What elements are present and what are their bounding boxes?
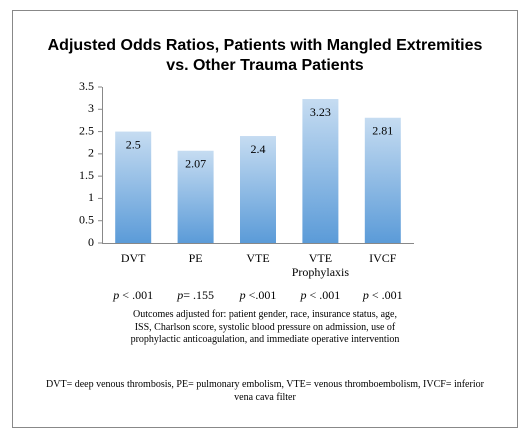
value-label: 3.23 — [310, 105, 331, 119]
chart-title: Adjusted Odds Ratios, Patients with Mang… — [47, 37, 483, 74]
bar — [177, 150, 214, 243]
y-tick-label: 0.5 — [79, 212, 94, 226]
value-label: 2.07 — [185, 156, 206, 170]
y-tick-label: 3 — [88, 101, 94, 115]
x-tick-label: DVT — [120, 251, 146, 265]
bar — [240, 136, 276, 243]
x-tick-label: VTE Prophylaxis — [291, 251, 350, 279]
y-tick-label: 2.5 — [79, 123, 94, 137]
p-value: p <.001 — [239, 288, 277, 302]
p-value: p < .001 — [300, 288, 341, 302]
y-tick-label: 3.5 — [79, 79, 94, 93]
y-tick-label: 2 — [88, 146, 94, 160]
bar — [302, 99, 339, 243]
note: Outcomes adjusted for: patient gender, r… — [130, 309, 400, 345]
x-tick-label: PE — [188, 251, 203, 265]
x-tick-label: IVCF — [369, 251, 397, 265]
y-tick-label: 1.5 — [79, 168, 94, 182]
p-value: p < .001 — [113, 288, 154, 302]
value-label: 2.81 — [372, 124, 393, 138]
y-tick-label: 0 — [88, 235, 94, 249]
y-tick-label: 1 — [88, 190, 94, 204]
value-label: 2.4 — [251, 142, 266, 156]
footnote: DVT= deep venous thrombosis, PE= pulmona… — [46, 379, 484, 403]
bar — [115, 131, 152, 243]
chart-frame — [12, 10, 518, 428]
bar — [364, 117, 401, 243]
p-value: p < .001 — [362, 288, 403, 302]
x-tick-label: VTE — [246, 251, 270, 265]
p-value: p= .155 — [177, 288, 214, 302]
value-label: 2.5 — [126, 137, 141, 151]
